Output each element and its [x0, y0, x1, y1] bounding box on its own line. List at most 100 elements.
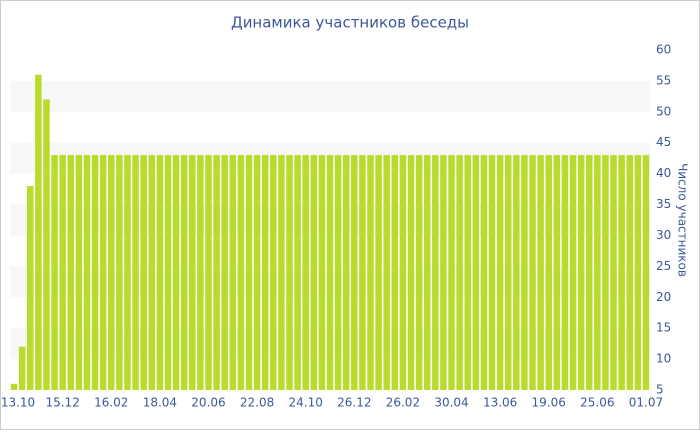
bar [75, 155, 83, 390]
y-tick-label: 55 [656, 73, 671, 87]
y-tick-label: 35 [656, 197, 671, 211]
y-tick-label: 40 [656, 166, 671, 180]
bar [229, 155, 237, 390]
bar [642, 155, 650, 390]
x-tick-label: 26.02 [386, 396, 420, 410]
bar [318, 155, 326, 390]
bar [116, 155, 123, 390]
bar [253, 155, 261, 390]
bar [440, 155, 447, 390]
bar [399, 155, 407, 390]
bar [602, 155, 609, 390]
bar [164, 155, 172, 390]
bar [172, 155, 180, 390]
bar [359, 155, 366, 390]
bar [594, 155, 601, 390]
bar [189, 155, 196, 390]
y-tick-label: 30 [656, 228, 671, 242]
bar [464, 155, 471, 390]
bar [586, 155, 593, 390]
bar [569, 155, 577, 390]
bar [10, 383, 18, 390]
bar [634, 155, 642, 390]
bar [415, 155, 423, 390]
bar [342, 155, 350, 390]
bar [35, 74, 42, 391]
bar [51, 155, 58, 390]
x-tick-label: 24.10 [289, 396, 323, 410]
y-tick-label: 20 [656, 290, 671, 304]
bar [577, 155, 585, 390]
x-tick-label: 30.04 [434, 396, 468, 410]
bar [43, 99, 50, 391]
bar [383, 155, 390, 390]
bar [375, 155, 382, 390]
bar [213, 155, 220, 390]
bar [27, 186, 34, 390]
x-tick-label: 13.06 [483, 396, 517, 410]
x-tick-label: 26.12 [337, 396, 371, 410]
bar [294, 155, 301, 390]
bar [124, 155, 131, 390]
y-tick-label: 5 [656, 383, 664, 397]
y-tick-label: 60 [656, 43, 671, 57]
bar [59, 155, 66, 390]
bar [140, 155, 147, 390]
bar [496, 155, 504, 390]
bar [108, 155, 115, 390]
bar [513, 155, 520, 390]
bar [302, 155, 309, 390]
bar [261, 155, 269, 390]
bar [488, 155, 496, 390]
x-tick-label: 20.06 [191, 396, 225, 410]
bar [99, 155, 107, 390]
x-tick-label: 22.08 [240, 396, 274, 410]
bar [472, 155, 480, 390]
bar [310, 155, 318, 390]
bar [529, 155, 536, 390]
bar [423, 155, 431, 390]
bar [561, 155, 569, 390]
bar [156, 155, 164, 390]
bar [456, 155, 463, 390]
x-tick-label: 19.06 [532, 396, 566, 410]
bar [286, 155, 293, 390]
x-tick-label: 15.12 [45, 396, 79, 410]
bar [278, 155, 285, 390]
chart-title: Динамика участников беседы [231, 14, 469, 32]
bar [626, 155, 633, 390]
bar [537, 155, 544, 390]
bar [132, 155, 139, 390]
x-tick-label: 01.07 [629, 396, 663, 410]
bar [18, 346, 26, 390]
x-tick-label: 13.10 [1, 396, 35, 410]
bar [197, 155, 204, 390]
bar [326, 155, 334, 390]
bar [407, 155, 415, 390]
bar [504, 155, 512, 390]
bar [221, 155, 228, 390]
grid-band [10, 80, 650, 112]
bar [83, 155, 91, 390]
bar [237, 155, 245, 390]
bar [334, 155, 342, 390]
bar [270, 155, 277, 390]
bar [391, 155, 399, 390]
bar [180, 155, 188, 390]
bar [521, 155, 528, 390]
bar [618, 155, 625, 390]
bar [545, 155, 552, 390]
y-tick-label: 25 [656, 259, 671, 273]
bar [351, 155, 358, 390]
bar [432, 155, 439, 390]
bar [480, 155, 488, 390]
bar [91, 155, 99, 390]
y-tick-label: 45 [656, 135, 671, 149]
bar [610, 155, 617, 390]
x-tick-label: 16.02 [94, 396, 128, 410]
bar [448, 155, 455, 390]
y-tick-label: 10 [656, 352, 671, 366]
x-tick-label: 18.04 [143, 396, 177, 410]
bar [553, 155, 561, 390]
